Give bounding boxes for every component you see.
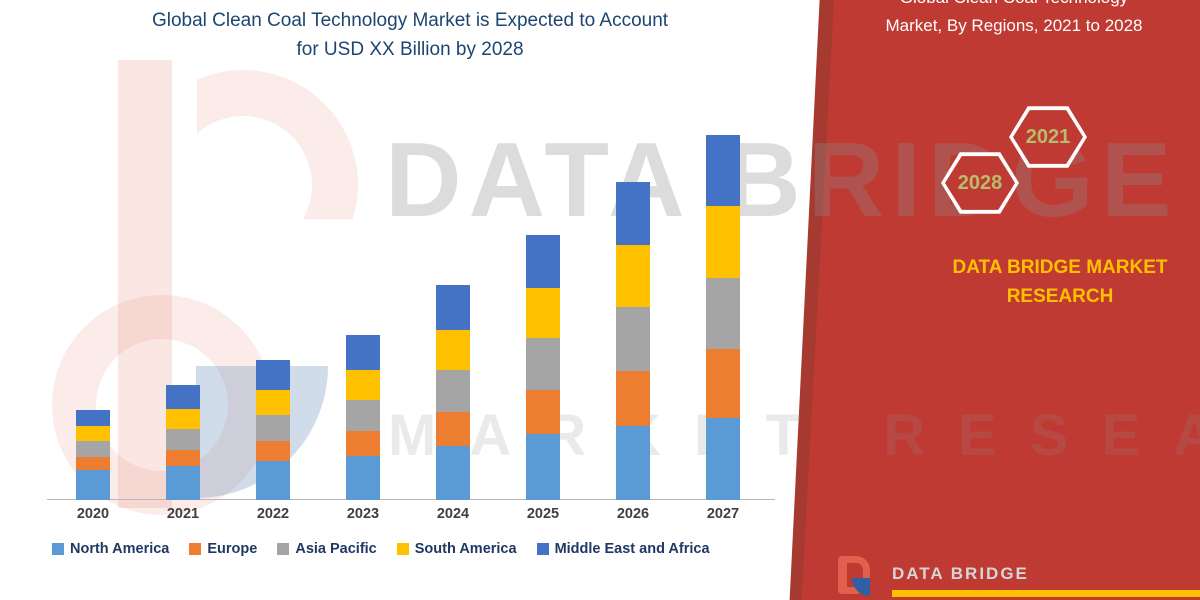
- footer-logo-text: DATA BRIDGE: [892, 564, 1029, 583]
- bar-segment-europe: [256, 441, 290, 461]
- x-axis-label: 2020: [76, 506, 110, 522]
- legend-item: Asia Pacific: [277, 541, 377, 557]
- x-axis-label: 2026: [616, 506, 650, 522]
- bar-segment-north-america: [346, 456, 380, 500]
- bar-chart: 2020 2021 2022 2023 2024 2025 2026 2027: [47, 100, 775, 522]
- legend-label: South America: [414, 541, 517, 557]
- bar-segment-south-america: [526, 288, 560, 338]
- bar-segment-middle-east-and-africa: [526, 235, 560, 288]
- x-axis-line: [47, 499, 775, 500]
- bar-segment-north-america: [76, 470, 110, 500]
- hexagon-badge-2028: 2028: [941, 152, 1019, 214]
- bar-segment-europe: [346, 431, 380, 456]
- watermark-text-marketresearch: MARKET RESEARCH: [388, 403, 1200, 468]
- legend-swatch: [52, 543, 64, 555]
- legend-item: North America: [52, 541, 169, 557]
- hexagon-badge-fill: [1013, 110, 1083, 164]
- bar-segment-middle-east-and-africa: [616, 182, 650, 245]
- databridge-logo-icon: [836, 556, 882, 600]
- bar-segment-south-america: [436, 330, 470, 370]
- bar-segment-middle-east-and-africa: [436, 285, 470, 330]
- legend-swatch: [277, 543, 290, 555]
- footer-logo: DATA BRIDGE: [836, 554, 1200, 600]
- bar-segment-north-america: [436, 446, 470, 500]
- x-axis-label: 2021: [166, 506, 200, 522]
- x-axis-label: 2022: [256, 506, 290, 522]
- panel-title-line: Market, By Regions, 2021 to 2028: [885, 16, 1143, 35]
- legend-label: Asia Pacific: [295, 541, 377, 557]
- bar-segment-europe: [166, 450, 200, 466]
- bar-segment-europe: [526, 390, 560, 434]
- bar-segment-europe: [616, 371, 650, 426]
- chart-legend: North America Europe Asia Pacific South Ame…: [52, 541, 710, 557]
- bar-segment-middle-east-and-africa: [76, 410, 110, 426]
- bar-segment-asia-pacific: [526, 338, 560, 390]
- bar-segment-south-america: [346, 370, 380, 400]
- footer-yellow-bar: [892, 590, 1200, 597]
- x-axis-label: 2027: [706, 506, 740, 522]
- legend-label: Middle East and Africa: [554, 541, 710, 557]
- chart-title: Global Clean Coal Technology Market is E…: [40, 6, 780, 65]
- logo-icon-red-shape: [838, 556, 870, 594]
- legend-swatch: [536, 543, 549, 555]
- legend-item: Middle East and Africa: [536, 541, 710, 557]
- bar-segment-south-america: [166, 409, 200, 429]
- hexagon-badge-2021: 2021: [1009, 106, 1087, 168]
- bar-segment-asia-pacific: [256, 415, 290, 441]
- bar-segment-south-america: [256, 390, 290, 415]
- bar-segment-asia-pacific: [166, 429, 200, 450]
- bar-segment-asia-pacific: [346, 400, 380, 431]
- legend-label: North America: [70, 541, 170, 557]
- bar-segment-middle-east-and-africa: [706, 135, 740, 206]
- hexagon-badge-label: 2028: [957, 171, 1003, 194]
- bar-segment-middle-east-and-africa: [256, 360, 290, 390]
- bar-segment-middle-east-and-africa: [346, 335, 380, 370]
- bar-segment-south-america: [616, 245, 650, 307]
- bar-segment-europe: [76, 457, 110, 470]
- x-axis-label: 2025: [526, 506, 560, 522]
- bar-segment-europe: [436, 412, 470, 446]
- bar-segment-europe: [706, 349, 740, 418]
- bar-segment-middle-east-and-africa: [166, 385, 200, 409]
- panel-title: Global Clean Coal Technology Market, By …: [828, 0, 1200, 36]
- brand-wordmark: DATA BRIDGE MARKET RESEARCH: [925, 254, 1195, 311]
- x-axis-label: 2023: [346, 506, 380, 522]
- bar-segment-south-america: [706, 206, 740, 278]
- legend-item: Europe: [189, 541, 257, 557]
- bar-segment-south-america: [76, 426, 110, 441]
- bar-segment-asia-pacific: [436, 370, 470, 412]
- legend-swatch: [189, 543, 202, 555]
- bar-segment-north-america: [256, 461, 290, 500]
- chart-title-line2: for USD XX Billion by 2028: [296, 39, 524, 61]
- bar-segment-asia-pacific: [76, 441, 110, 457]
- legend-swatch: [396, 543, 409, 555]
- hexagon-badge-label: 2021: [1025, 125, 1071, 148]
- legend-item: South America: [396, 541, 517, 557]
- chart-title-line1: Global Clean Coal Technology Market is E…: [151, 10, 669, 31]
- brand-wordmark-line1: DATA BRIDGE MARKET: [952, 257, 1168, 278]
- bar-segment-north-america: [706, 418, 740, 500]
- bar-segment-north-america: [166, 466, 200, 500]
- hexagon-badge-fill: [945, 156, 1015, 210]
- bar-segment-asia-pacific: [706, 278, 740, 349]
- bar-segment-asia-pacific: [616, 307, 650, 371]
- brand-wordmark-line2: RESEARCH: [1006, 285, 1114, 307]
- bar-segment-north-america: [526, 434, 560, 500]
- x-axis-label: 2024: [436, 506, 470, 522]
- bar-segment-north-america: [616, 426, 650, 500]
- legend-label: Europe: [207, 541, 258, 557]
